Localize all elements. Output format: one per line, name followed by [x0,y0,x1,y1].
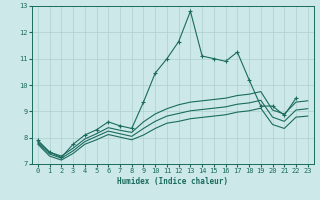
X-axis label: Humidex (Indice chaleur): Humidex (Indice chaleur) [117,177,228,186]
